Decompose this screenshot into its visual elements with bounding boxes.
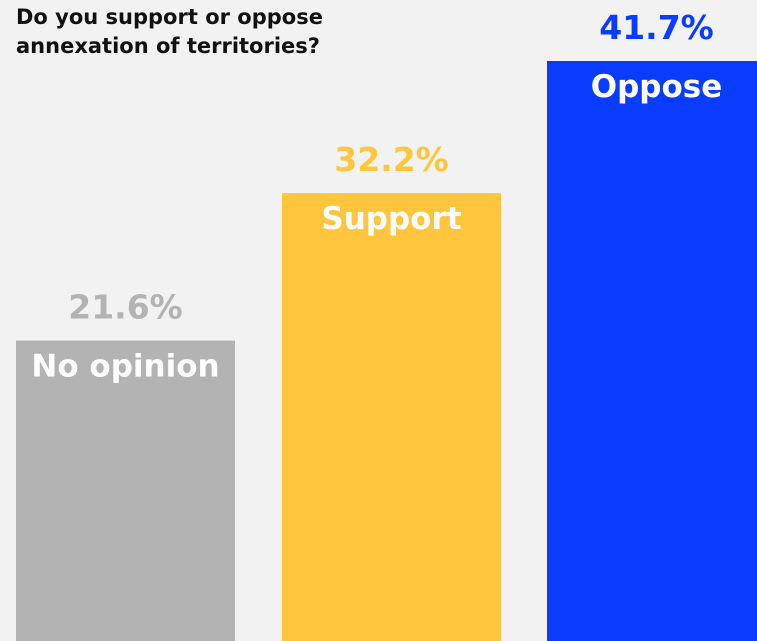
value-label-support: 32.2% [334,140,449,179]
bar-oppose [547,61,757,641]
chart-title-line-1: Do you support or oppose [16,5,323,29]
category-label-support: Support [321,201,461,237]
category-label-oppose: Oppose [591,69,723,105]
bar-support [282,193,501,641]
bar-no-opinion [16,340,235,641]
bars-layer: 21.6% No opinion 32.2% Support 41.7% Oppose [16,8,757,641]
category-label-no-opinion: No opinion [31,349,219,385]
chart-title-line-2: annexation of territories? [16,34,320,58]
value-label-no-opinion: 21.6% [68,288,183,327]
value-label-oppose: 41.7% [599,8,714,47]
